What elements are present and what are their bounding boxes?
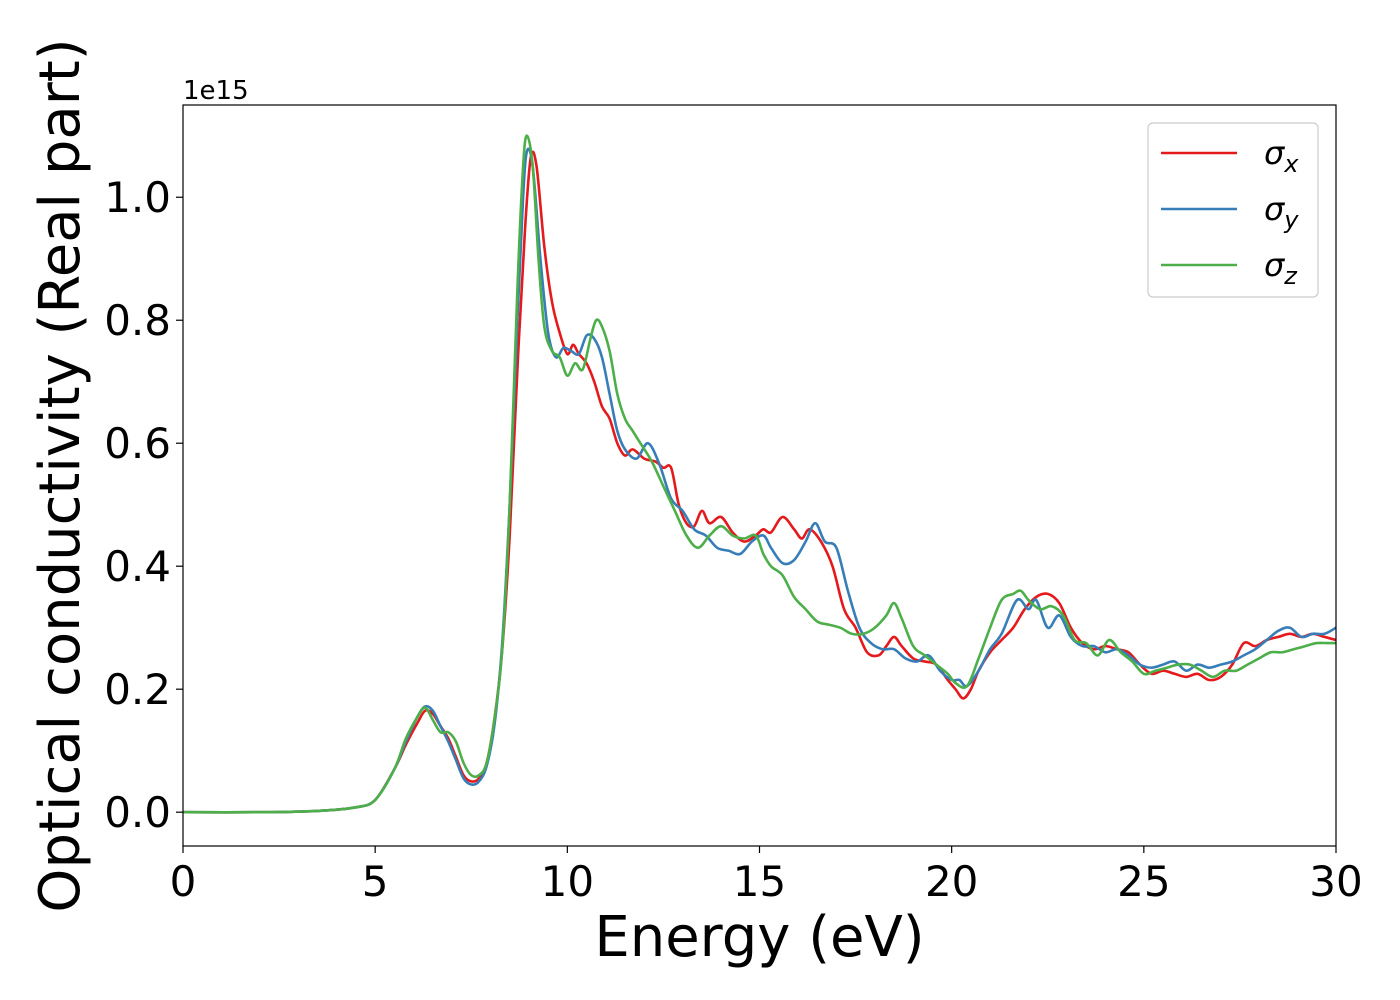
x-tick-label: 30: [1309, 857, 1362, 906]
x-axis-title: Energy (eV): [594, 905, 924, 970]
y-tick-label: 0.2: [104, 665, 171, 714]
y-offset-label: 1e15: [183, 76, 249, 106]
y-axis-title: Optical conductivity (Real part): [28, 38, 93, 912]
legend-label: σz: [1264, 246, 1298, 290]
x-tick-label: 15: [733, 857, 786, 906]
y-tick-label: 0.6: [104, 419, 171, 468]
x-tick-label: 5: [362, 857, 389, 906]
legend: σx σy σz: [1147, 122, 1319, 298]
x-tick-label: 20: [925, 857, 978, 906]
y-tick-label: 0.8: [104, 296, 171, 345]
y-axis: 0.0 0.2 0.4 0.6 0.8 1.0: [104, 173, 183, 837]
series-layer: [183, 134, 1336, 814]
x-axis: 0 5 10 15 20 25 30: [170, 846, 1363, 906]
series-line-sigma-z: [183, 134, 1336, 814]
y-tick-label: 1.0: [104, 173, 171, 222]
legend-label: σy: [1264, 190, 1299, 234]
x-tick-label: 25: [1117, 857, 1170, 906]
y-tick-label: 0.0: [104, 788, 171, 837]
x-tick-label: 0: [170, 857, 197, 906]
y-tick-label: 0.4: [104, 542, 171, 591]
x-tick-label: 10: [541, 857, 594, 906]
legend-label: σx: [1264, 134, 1299, 178]
